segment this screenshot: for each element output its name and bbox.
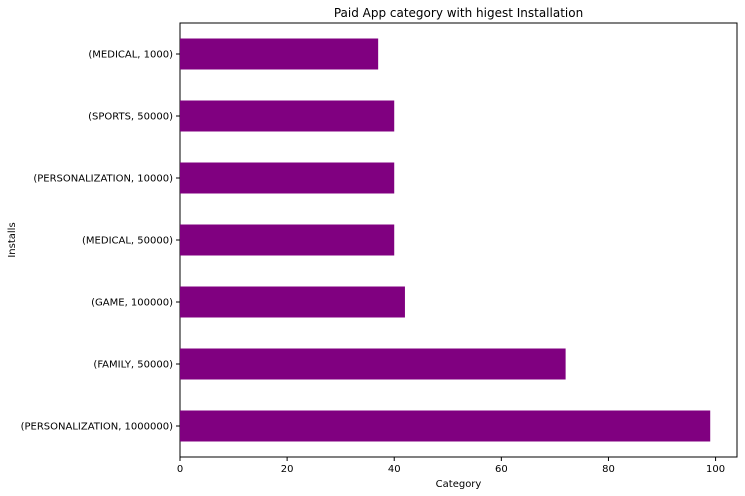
- y-axis-ticks: (PERSONALIZATION, 1000000) (FAMILY, 50000…: [21, 50, 180, 433]
- y-tick-label: (MEDICAL, 50000): [82, 236, 173, 247]
- bar: [180, 410, 711, 442]
- y-tick-label: (GAME, 100000): [91, 298, 173, 309]
- bars-layer: [180, 38, 711, 442]
- bar: [180, 38, 379, 70]
- bar: [180, 348, 566, 380]
- bar: [180, 224, 395, 256]
- y-tick-label: (PERSONALIZATION, 10000): [33, 174, 173, 185]
- x-tick-label: 100: [706, 464, 725, 475]
- bar: [180, 100, 395, 132]
- y-tick-label: (MEDICAL, 1000): [88, 50, 173, 61]
- y-tick-label: (PERSONALIZATION, 1000000): [21, 422, 173, 433]
- x-tick-label: 80: [602, 464, 615, 475]
- y-tick-label: (SPORTS, 50000): [88, 112, 173, 123]
- x-tick-label: 60: [495, 464, 508, 475]
- x-tick-label: 0: [177, 464, 183, 475]
- x-axis-title: Category: [436, 479, 482, 490]
- bar: [180, 286, 405, 318]
- chart-title: Paid App category with higest Installati…: [334, 6, 583, 20]
- x-tick-label: 20: [281, 464, 294, 475]
- y-axis-title: Installs: [7, 222, 18, 257]
- x-tick-label: 40: [388, 464, 401, 475]
- bar: [180, 162, 395, 194]
- y-tick-label: (FAMILY, 50000): [93, 360, 173, 371]
- x-axis-ticks: 0 20 40 60 80 100: [177, 457, 725, 475]
